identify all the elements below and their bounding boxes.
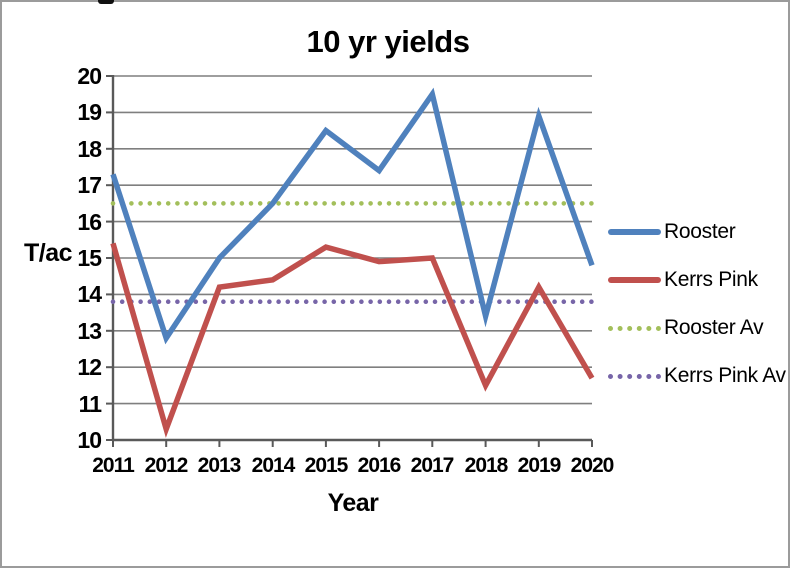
x-axis-label: 2019 [517, 454, 562, 477]
y-axis-label: 11 [78, 391, 102, 417]
chart-title: 10 yr yields [306, 24, 470, 59]
legend-swatch-dotted [608, 325, 661, 331]
cropped-text-artifact [98, 0, 114, 4]
x-axis-label: 2016 [357, 454, 402, 477]
y-axis-label: 15 [77, 245, 102, 271]
x-axis-label: 2012 [144, 454, 189, 477]
x-axis-label: 2018 [464, 454, 509, 477]
legend-label: Rooster Av [664, 316, 764, 339]
y-axis-label: 20 [77, 63, 102, 89]
y-axis-title: T/ac [24, 239, 73, 267]
y-axis-label: 19 [77, 99, 102, 125]
legend-item-kerrs-pink: Kerrs Pink [608, 256, 786, 304]
legend-item-rooster: Rooster [608, 208, 786, 256]
series-kerrs-pink [110, 242, 595, 438]
series-rooster [110, 87, 595, 345]
legend-label: Rooster [664, 220, 736, 243]
legend: Rooster Kerrs Pink Rooster Av Kerrs Pink Av [608, 208, 786, 400]
x-axis-label: 2014 [251, 454, 296, 477]
y-axis-label: 12 [77, 354, 102, 380]
legend-item-rooster-av: Rooster Av [608, 304, 786, 352]
y-axis-label: 14 [77, 281, 102, 307]
y-axis-label: 10 [77, 427, 102, 453]
y-axis-label: 17 [77, 172, 102, 198]
x-axis-label: 2015 [304, 454, 349, 477]
x-axis-label: 2020 [570, 454, 615, 477]
x-axis-label: 2013 [197, 454, 242, 477]
legend-swatch-dotted [608, 373, 661, 379]
x-axis-label: 2017 [410, 454, 455, 477]
y-axis-label: 18 [77, 136, 102, 162]
x-axis-label: 2011 [92, 454, 135, 477]
x-axis-title: Year [327, 489, 379, 517]
legend-swatch-solid [608, 277, 661, 283]
legend-item-kerrs-pink-av: Kerrs Pink Av [608, 352, 786, 400]
y-axis-label: 16 [77, 209, 102, 235]
y-axis-label: 13 [77, 318, 102, 344]
legend-swatch-solid [608, 229, 661, 235]
legend-label: Kerrs Pink [664, 268, 758, 291]
legend-label: Kerrs Pink Av [664, 364, 786, 387]
